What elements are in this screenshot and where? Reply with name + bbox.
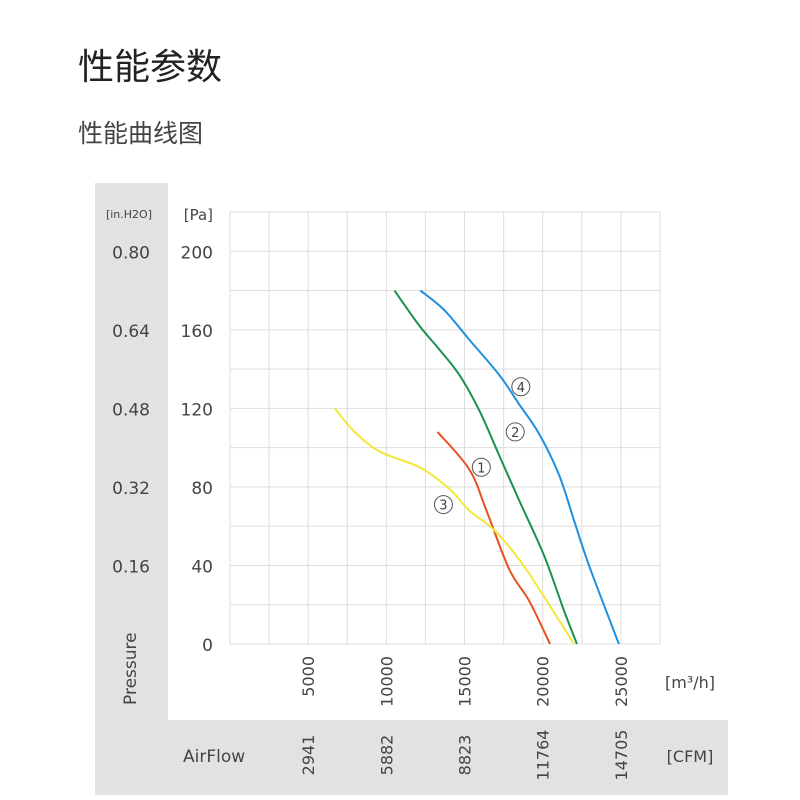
x-secondary-tick-label: 14705	[612, 730, 631, 781]
series-label-4: 4	[517, 381, 525, 396]
series-marker-circle	[471, 457, 491, 477]
series-marker-circle	[433, 495, 453, 515]
x-tick-label: 10000	[377, 656, 396, 707]
y-unit-secondary: [in.H2O]	[106, 208, 152, 221]
y-tick-label: 0	[202, 636, 213, 656]
y-tick-label: 200	[181, 243, 213, 263]
bottom-gray-band	[95, 720, 728, 795]
series-label-1: 1	[477, 461, 485, 476]
y-tick-label: 120	[181, 400, 213, 420]
series-marker-circle	[511, 377, 531, 397]
x-secondary-tick-label: 8823	[456, 735, 475, 776]
x-secondary-tick-label: 2941	[299, 735, 318, 776]
x-tick-label: 5000	[299, 656, 318, 697]
series-line-2	[393, 289, 578, 645]
chart-section-title: 性能曲线图	[78, 119, 204, 148]
x-secondary-tick-label: 5882	[377, 735, 396, 776]
page-title: 性能参数	[78, 47, 223, 88]
y-secondary-tick-label: 0.80	[112, 243, 150, 263]
y-secondary-tick-label: 0.16	[112, 557, 150, 577]
x-unit-secondary: [CFM]	[667, 747, 714, 766]
x-tick-label: 20000	[534, 656, 553, 707]
left-gray-band	[95, 183, 168, 795]
series-line-1	[436, 431, 551, 645]
y-secondary-tick-label: 0.32	[112, 479, 150, 499]
y-axis-label: Pressure	[121, 632, 141, 705]
y-secondary-tick-label: 0.64	[112, 322, 150, 342]
y-secondary-tick-label: 0.48	[112, 400, 150, 420]
series-line-3	[333, 407, 575, 645]
y-unit-primary: [Pa]	[184, 206, 213, 224]
x-tick-label: 25000	[612, 656, 631, 707]
series-label-3: 3	[439, 499, 447, 514]
y-tick-label: 80	[191, 479, 213, 499]
x-secondary-tick-label: 11764	[534, 730, 553, 781]
y-tick-label: 40	[191, 557, 213, 577]
y-tick-label: 160	[181, 322, 213, 342]
series-label-2: 2	[511, 426, 519, 441]
series-line-4	[419, 289, 620, 645]
x-unit-primary: [m³/h]	[665, 673, 715, 692]
x-axis-label: AirFlow	[183, 747, 245, 767]
series-marker-circle	[505, 422, 525, 442]
x-tick-label: 15000	[456, 656, 475, 707]
